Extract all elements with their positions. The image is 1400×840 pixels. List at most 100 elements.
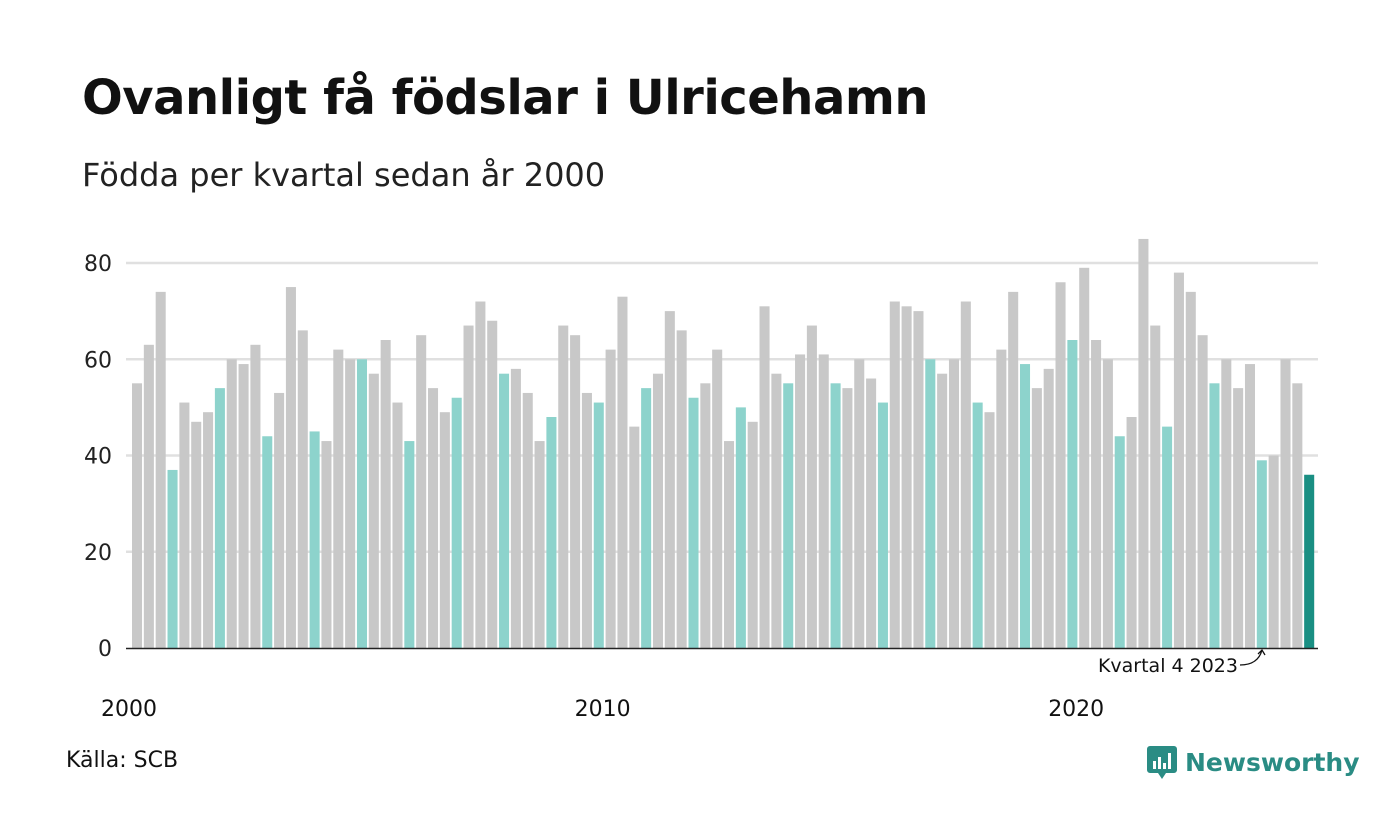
bar (475, 301, 486, 648)
bar (818, 354, 829, 648)
bar (581, 392, 592, 648)
bar (676, 330, 687, 648)
y-tick-label: 0 (98, 637, 112, 662)
annotation-label: Kvartal 4 2023 (1098, 655, 1238, 677)
bar (1043, 368, 1054, 648)
bar (191, 421, 202, 648)
bar (641, 388, 652, 648)
chart-title: Ovanligt få födslar i Ulricehamn (82, 70, 929, 126)
bar (143, 344, 154, 648)
bar (333, 349, 344, 648)
bar (226, 359, 237, 648)
bar (652, 373, 663, 648)
bar (747, 421, 758, 648)
bar (179, 402, 190, 648)
bar (712, 349, 723, 648)
bar (877, 402, 888, 648)
bar (1197, 335, 1208, 648)
newsworthy-logo-icon (1147, 746, 1177, 779)
bar (356, 359, 367, 648)
bar (546, 417, 557, 648)
bar (499, 373, 510, 648)
bar (1233, 388, 1244, 648)
bar (297, 330, 308, 648)
bar (214, 388, 225, 648)
y-tick-label: 20 (84, 541, 112, 566)
y-axis-ticks: 0 20 40 60 80 (84, 252, 112, 662)
bar (771, 373, 782, 648)
bar (629, 426, 640, 648)
bar (806, 325, 817, 648)
bar (522, 392, 533, 648)
bar (783, 383, 794, 648)
bar (960, 301, 971, 648)
bar (345, 359, 356, 648)
bar (1173, 272, 1184, 648)
bar (167, 469, 178, 648)
bar (285, 287, 296, 648)
bar (416, 335, 427, 648)
bar (1292, 383, 1303, 648)
source-note: Källa: SCB (66, 748, 179, 773)
bar (1067, 340, 1078, 648)
bar (558, 325, 569, 648)
bar (321, 441, 332, 648)
bar (1244, 364, 1255, 648)
bar (510, 368, 521, 648)
bar (203, 412, 214, 648)
y-tick-label: 80 (84, 252, 112, 277)
bar (1008, 291, 1019, 648)
brand-logo: Newsworthy (1147, 742, 1360, 782)
bar (1280, 359, 1291, 648)
bar (664, 311, 675, 648)
bar (948, 359, 959, 648)
bar (1031, 388, 1042, 648)
y-tick-label: 40 (84, 445, 112, 470)
bar (1185, 291, 1196, 648)
bars (132, 238, 1315, 648)
brand-name: Newsworthy (1185, 747, 1360, 777)
y-tick-label: 60 (84, 348, 112, 373)
bar (925, 359, 936, 648)
bar (404, 441, 415, 648)
bar (1138, 238, 1149, 648)
bar (1304, 474, 1315, 648)
bar (605, 349, 616, 648)
bar (759, 306, 770, 648)
x-axis-ticks: 2000 2010 2020 (101, 697, 1104, 722)
bar (534, 441, 545, 648)
bar (688, 397, 699, 648)
bar (428, 388, 439, 648)
bar (1162, 426, 1173, 648)
bar (1091, 340, 1102, 648)
annotation: Kvartal 4 2023 (1098, 648, 1266, 677)
bar (795, 354, 806, 648)
bar (132, 383, 143, 648)
bar (439, 412, 450, 648)
bar (984, 412, 995, 648)
x-tick-label: 2000 (101, 697, 157, 722)
annotation-arrow-icon (1239, 648, 1266, 666)
bar (463, 325, 474, 648)
bar (487, 320, 498, 648)
bar (1114, 436, 1125, 648)
bar (570, 335, 581, 648)
bar (380, 340, 391, 648)
bar (830, 383, 841, 648)
bar (1055, 282, 1066, 648)
bar (309, 431, 320, 648)
bar (866, 378, 877, 648)
bar (1256, 460, 1267, 648)
bar (617, 296, 628, 648)
bar (1102, 359, 1113, 648)
bar (368, 373, 379, 648)
bar (1126, 417, 1137, 648)
bar-chart: 0 20 40 60 80 2000 2010 2020 Kvartal 4 2023 (84, 238, 1318, 722)
x-tick-label: 2010 (575, 697, 631, 722)
x-tick-label: 2020 (1048, 697, 1104, 722)
bar (1221, 359, 1232, 648)
bar (392, 402, 403, 648)
chart-subtitle: Födda per kvartal sedan år 2000 (82, 156, 606, 194)
bar (274, 392, 285, 648)
bar (1079, 267, 1090, 648)
